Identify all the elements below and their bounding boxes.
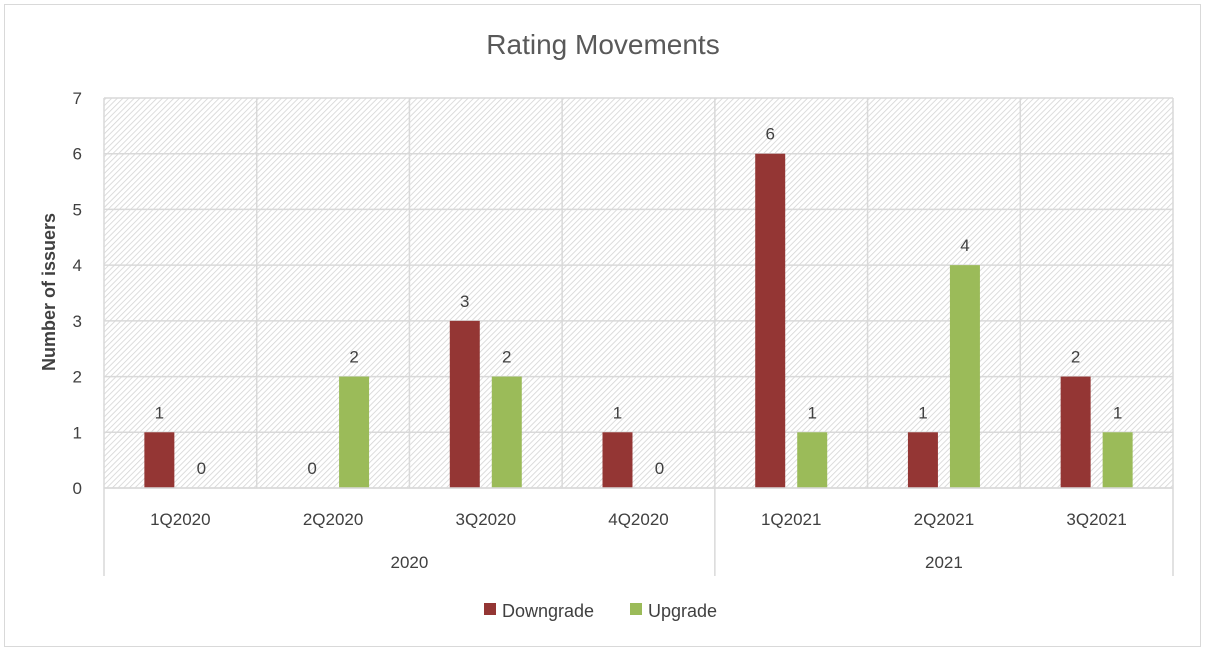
x-tick-label: 3Q2021 xyxy=(1066,510,1127,529)
data-label-downgrade: 1 xyxy=(613,403,622,422)
x-tick-label: 4Q2020 xyxy=(608,510,669,529)
y-tick-label: 4 xyxy=(73,256,82,275)
group-label: 2020 xyxy=(391,553,429,572)
data-label-upgrade: 1 xyxy=(1113,403,1122,422)
bar-upgrade xyxy=(797,432,828,488)
bar-upgrade xyxy=(1102,432,1133,488)
bar-upgrade xyxy=(949,265,980,488)
y-tick-label: 5 xyxy=(73,200,82,219)
x-tick-label: 2Q2020 xyxy=(303,510,364,529)
data-label-upgrade: 0 xyxy=(655,459,664,478)
data-label-upgrade: 2 xyxy=(502,348,511,367)
y-tick-label: 3 xyxy=(73,312,82,331)
bar-downgrade xyxy=(907,432,938,488)
x-tick-label: 1Q2020 xyxy=(150,510,211,529)
x-tick-label: 3Q2020 xyxy=(456,510,517,529)
data-label-downgrade: 2 xyxy=(1071,348,1080,367)
legend-swatch-downgrade xyxy=(484,603,496,615)
data-label-upgrade: 4 xyxy=(960,236,969,255)
y-tick-label: 1 xyxy=(73,423,82,442)
data-label-downgrade: 1 xyxy=(155,403,164,422)
data-label-downgrade: 6 xyxy=(765,125,774,144)
x-tick-label: 2Q2021 xyxy=(914,510,975,529)
bar-downgrade xyxy=(1060,376,1091,488)
data-label-downgrade: 3 xyxy=(460,292,469,311)
x-tick-label: 1Q2021 xyxy=(761,510,822,529)
data-label-downgrade: 1 xyxy=(918,403,927,422)
bar-upgrade xyxy=(339,376,370,488)
y-tick-label: 0 xyxy=(73,479,82,498)
y-tick-label: 2 xyxy=(73,368,82,387)
data-label-upgrade: 2 xyxy=(349,348,358,367)
bar-downgrade xyxy=(144,432,175,488)
chart-title: Rating Movements xyxy=(486,29,719,60)
y-tick-label: 6 xyxy=(73,145,82,164)
legend-swatch-upgrade xyxy=(630,603,642,615)
bar-downgrade xyxy=(755,153,786,488)
y-axis-label: Number of issuers xyxy=(39,213,59,371)
legend-label-upgrade: Upgrade xyxy=(648,601,717,621)
bar-upgrade xyxy=(491,376,522,488)
legend: Downgrade Upgrade xyxy=(484,601,717,621)
plot-background xyxy=(104,98,1173,488)
bar-downgrade xyxy=(449,320,480,488)
group-label: 2021 xyxy=(925,553,963,572)
y-tick-label: 7 xyxy=(73,89,82,108)
plot-area: 0 1 2 3 4 5 6 7 1Q2020 2Q2020 3Q2020 4Q2020 1Q2021 2Q… xyxy=(73,89,1174,576)
data-label-upgrade: 1 xyxy=(807,403,816,422)
data-label-downgrade: 0 xyxy=(307,459,316,478)
data-label-upgrade: 0 xyxy=(197,459,206,478)
legend-label-downgrade: Downgrade xyxy=(502,601,594,621)
bar-downgrade xyxy=(602,432,633,488)
